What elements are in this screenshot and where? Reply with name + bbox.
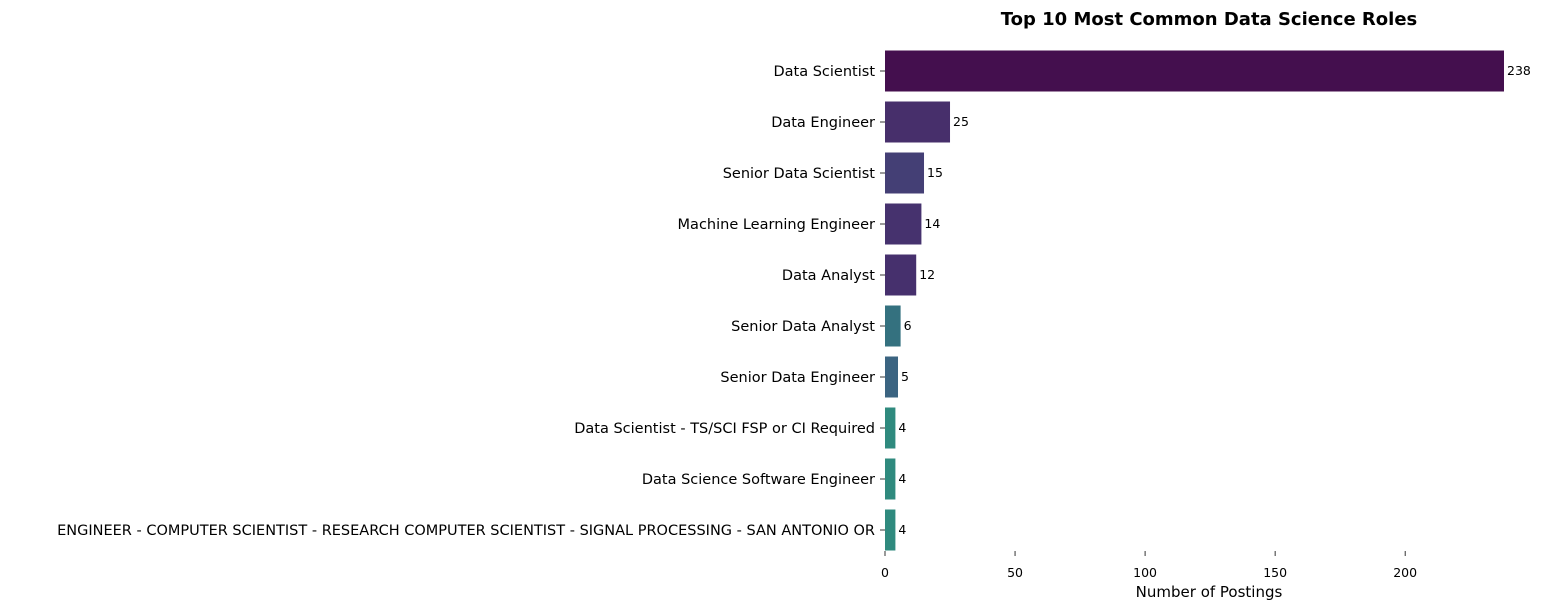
category-label: Data Scientist - TS/SCI FSP or CI Requir… [574, 421, 875, 437]
data-label: 4 [898, 471, 906, 486]
category-label: Senior Data Analyst [731, 319, 875, 335]
bar [885, 407, 896, 449]
data-label: 238 [1507, 63, 1531, 78]
chart-title: Top 10 Most Common Data Science Roles [1001, 9, 1418, 30]
data-label: 4 [898, 522, 906, 537]
bar [885, 509, 896, 551]
x-axis-ticks: 0 50 100 150 200 [881, 551, 1417, 580]
x-tick-label: 50 [1007, 565, 1023, 580]
category-label: Data Analyst [782, 268, 875, 284]
category-labels: Data Scientist Data Engineer Senior Data S… [57, 64, 885, 539]
x-axis-title: Number of Postings [1136, 583, 1283, 601]
bars-group [885, 50, 1504, 551]
category-label: Senior Data Scientist [723, 166, 876, 182]
x-tick-label: 0 [881, 565, 889, 580]
category-label: Machine Learning Engineer [678, 217, 875, 233]
x-tick-label: 100 [1133, 565, 1157, 580]
data-label: 25 [953, 114, 969, 129]
category-label: Data Engineer [771, 115, 875, 131]
x-tick-label: 200 [1393, 565, 1417, 580]
category-label: Data Scientist [774, 64, 876, 80]
category-label: ENGINEER - COMPUTER SCIENTIST - RESEARCH… [57, 523, 875, 539]
data-label: 4 [898, 420, 906, 435]
bar [885, 458, 896, 500]
bar [885, 101, 951, 143]
data-labels: 238 25 15 14 12 6 5 4 4 4 [898, 63, 1531, 537]
bar [885, 50, 1504, 92]
bar [885, 254, 917, 296]
x-tick-label: 150 [1263, 565, 1287, 580]
data-label: 6 [904, 318, 912, 333]
bar [885, 356, 899, 398]
data-label: 5 [901, 369, 909, 384]
category-label: Senior Data Engineer [720, 370, 875, 386]
bar [885, 203, 922, 245]
bar [885, 305, 901, 347]
category-label: Data Science Software Engineer [642, 472, 875, 488]
bar [885, 152, 925, 194]
data-label: 12 [919, 267, 935, 282]
data-label: 15 [927, 165, 943, 180]
data-label: 14 [924, 216, 940, 231]
